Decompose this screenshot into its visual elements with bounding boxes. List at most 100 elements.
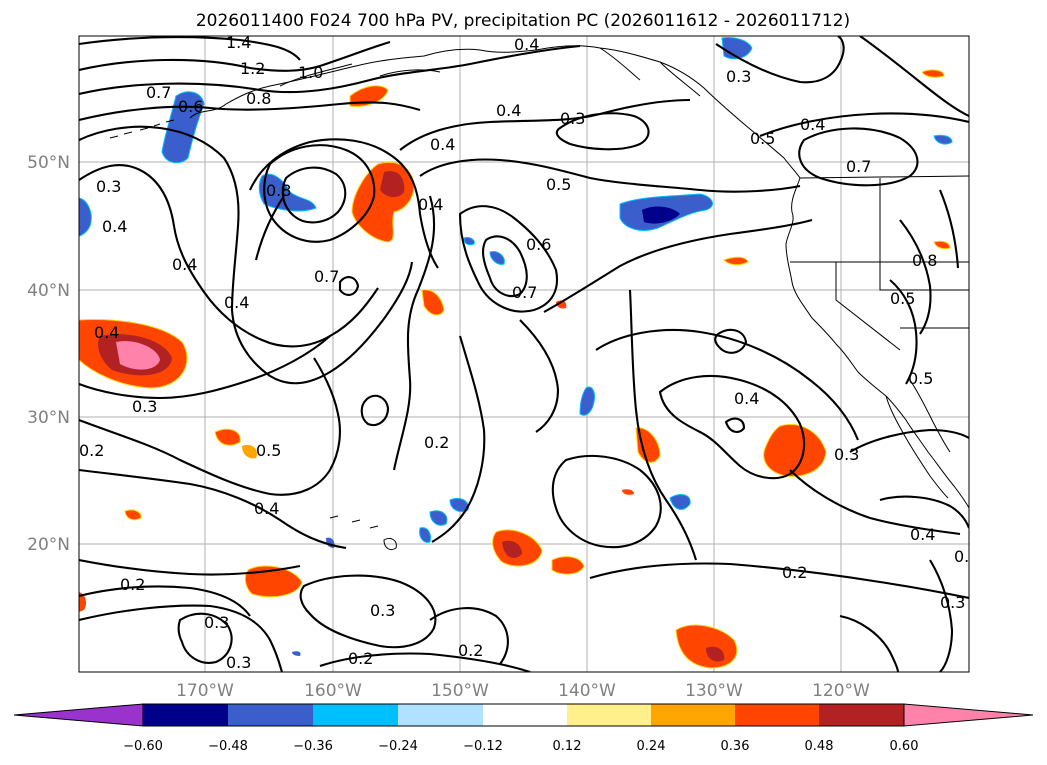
coastlines — [109, 45, 969, 551]
contour-label: 0.3 — [940, 593, 965, 612]
pv-contour — [789, 469, 961, 536]
precip-negative-area — [161, 91, 205, 164]
contour-label: 0.3 — [132, 397, 157, 416]
coastline-baja — [885, 395, 949, 499]
pv-contour — [360, 394, 390, 427]
pv-contour — [254, 195, 285, 261]
lon-label: 140°W — [558, 681, 616, 701]
pv-contour — [929, 559, 954, 672]
precip-positive-area — [244, 565, 303, 598]
contour-label: 0.4 — [172, 255, 197, 274]
precip-positive-area — [242, 444, 258, 459]
pv-contour — [543, 218, 813, 313]
lat-label: 20°N — [27, 535, 70, 555]
contour-label: 0.4 — [102, 217, 127, 236]
pv-contour — [392, 195, 436, 471]
border-canada-us — [799, 175, 969, 179]
colorbar-segment — [567, 704, 651, 726]
contour-label: 1.2 — [240, 59, 265, 78]
pv-contour — [319, 652, 531, 672]
contour-label: 0.2 — [79, 441, 104, 460]
lon-label: 130°W — [685, 681, 743, 701]
contour-label: 0.4 — [224, 293, 249, 312]
precip-negative-area — [463, 237, 475, 246]
contour-label: 0.5 — [908, 369, 933, 388]
map-frame — [78, 35, 970, 673]
lat-label: 40°N — [27, 281, 70, 301]
contour-label: 0.4 — [910, 525, 935, 544]
lon-label: 120°W — [812, 681, 870, 701]
colorbar-segment — [819, 704, 904, 726]
precip-positive-area — [551, 556, 585, 575]
colorbar-segment — [735, 704, 819, 726]
pv-contour — [79, 44, 581, 96]
pv-contour — [79, 335, 331, 400]
precip-negative-area — [449, 497, 469, 513]
precip-positive-area — [635, 427, 661, 463]
contour-label: 0.7 — [146, 83, 171, 102]
colorbar-segment — [483, 704, 567, 726]
contour-label: 0.5 — [890, 289, 915, 308]
coastline-gulf-california — [909, 379, 951, 453]
colorbar-tick-label: 0.12 — [553, 739, 582, 754]
pv-contour — [458, 205, 558, 313]
precip-positive-core — [706, 646, 725, 662]
lon-label: 170°W — [176, 681, 234, 701]
contour-label: 0.7 — [314, 267, 339, 286]
latitude-labels: 50°N 40°N 30°N 20°N — [27, 153, 70, 555]
pv-contour — [79, 558, 301, 576]
precip-negative-area — [292, 651, 301, 656]
pv-contour — [849, 428, 969, 453]
precip-positive-area — [421, 289, 445, 316]
colorbar-extend-low — [13, 703, 144, 727]
colorbar-tick-label: −0.48 — [208, 739, 248, 754]
contour-label: 0.5 — [750, 129, 775, 148]
pv-contour — [724, 417, 746, 433]
contour-label: 0.3 — [370, 601, 395, 620]
contour-label: 0.4 — [418, 195, 443, 214]
pv-contours — [79, 36, 969, 672]
contour-label: 0.4 — [430, 135, 455, 154]
precip-negative-area — [579, 386, 595, 416]
contour-label: 0.8 — [246, 89, 271, 108]
colorbar-tick-label: 0.36 — [721, 739, 750, 754]
pv-contour — [628, 289, 698, 561]
pv-contour — [899, 219, 932, 335]
pv-contour — [79, 468, 347, 550]
precip-positive-core — [380, 171, 405, 198]
pv-contour — [589, 562, 969, 600]
contour-label: 0.3 — [204, 613, 229, 632]
precip-positive-area — [723, 256, 749, 266]
precip-negative-core — [642, 206, 680, 224]
precip-max-core — [116, 341, 160, 370]
longitude-labels: 170°W 160°W 150°W 140°W 130°W 120°W — [176, 681, 870, 701]
pv-contour — [798, 127, 919, 187]
colorbar: −0.60 −0.48 −0.36 −0.24 −0.12 0.12 0.24 … — [13, 703, 1034, 754]
contour-label: 0.3 — [726, 67, 751, 86]
colorbar-extend-high — [903, 703, 1034, 727]
pv-contour — [889, 279, 918, 385]
pv-contour — [79, 357, 341, 496]
precip-positive-area — [124, 509, 142, 521]
colorbar-tick-label: 0.24 — [637, 739, 666, 754]
map-panel: 1.4 1.2 1.0 0.8 0.7 0.6 0.4 0.3 0.4 0.3 … — [78, 35, 970, 673]
pv-contour — [79, 125, 414, 385]
contour-labels: 1.4 1.2 1.0 0.8 0.7 0.6 0.4 0.3 0.4 0.3 … — [79, 36, 969, 672]
precip-negative-area — [419, 527, 431, 543]
pv-contour — [759, 112, 969, 137]
precip-positive-area — [556, 300, 567, 309]
precip-positive-area — [921, 69, 945, 78]
pv-contour — [939, 189, 960, 269]
pv-contour — [281, 166, 347, 224]
precip-negative-area — [933, 134, 953, 145]
lat-label: 30°N — [27, 408, 70, 428]
lat-label: 50°N — [27, 153, 70, 173]
contour-label: 0.4 — [496, 101, 521, 120]
contour-label: 0.2 — [348, 649, 373, 668]
pv-contour — [177, 612, 233, 664]
pv-contour — [249, 138, 439, 269]
pv-contour — [879, 495, 969, 529]
pv-contour — [714, 328, 748, 354]
colorbar-tick-label: −0.24 — [378, 739, 418, 754]
